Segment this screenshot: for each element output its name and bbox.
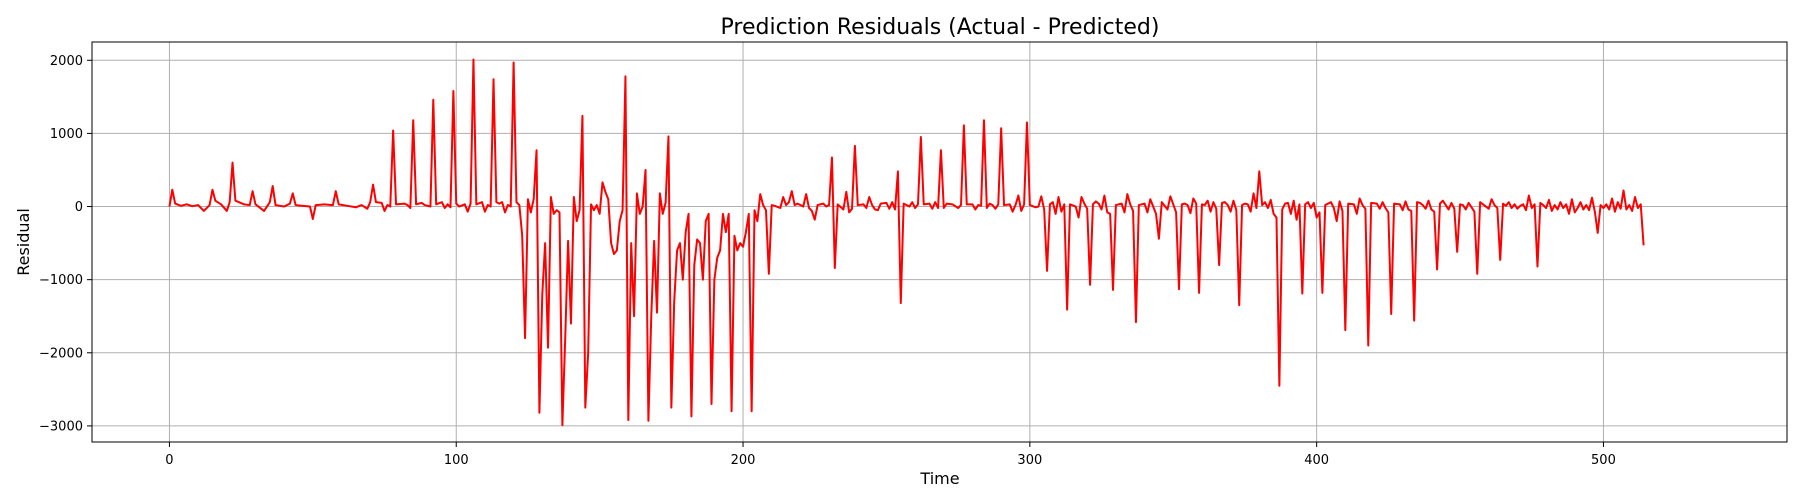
x-axis-label: Time xyxy=(919,469,959,488)
axis-ticks: 0 100 200 300 400 500 −3000 −2000 −1000 0 1000 2000 xyxy=(39,54,1616,468)
residual-series-line xyxy=(168,58,1645,427)
x-tick-label: 200 xyxy=(731,453,756,468)
y-tick-label: −1000 xyxy=(39,273,83,288)
chart-title: Prediction Residuals (Actual - Predicted… xyxy=(721,15,1160,40)
y-tick-label: −2000 xyxy=(39,346,83,361)
y-tick-label: −3000 xyxy=(39,419,83,434)
y-axis-label: Residual xyxy=(14,208,33,276)
y-tick-label: 0 xyxy=(75,200,83,215)
x-tick-label: 0 xyxy=(165,453,173,468)
y-tick-label: 2000 xyxy=(50,54,83,69)
plot-frame xyxy=(91,41,1788,443)
y-tick-label: 1000 xyxy=(50,127,83,142)
series-layer xyxy=(168,58,1645,427)
grid xyxy=(92,42,1787,442)
x-tick-label: 300 xyxy=(1017,453,1042,468)
x-tick-label: 500 xyxy=(1591,453,1616,468)
x-tick-label: 400 xyxy=(1304,453,1329,468)
x-tick-label: 100 xyxy=(444,453,469,468)
